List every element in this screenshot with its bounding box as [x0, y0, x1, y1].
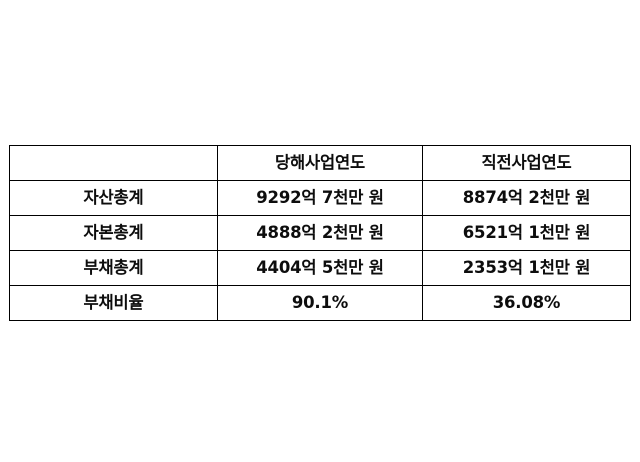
- row-label-debt-ratio: 부채비율: [9, 285, 218, 321]
- table-row: 부채총계 4404억 5천만 원 2353억 1천만 원: [9, 250, 631, 286]
- row-label-total-assets: 자산총계: [9, 180, 218, 216]
- row-label-total-capital: 자본총계: [9, 215, 218, 251]
- table-body: 자산총계 9292억 7천만 원 8874억 2천만 원 자본총계 4888억 …: [9, 180, 631, 321]
- cell-total-capital-previous-year: 6521억 1천만 원: [422, 215, 631, 251]
- column-header-current-year: 당해사업연도: [217, 145, 423, 181]
- table-row: 자본총계 4888억 2천만 원 6521억 1천만 원: [9, 215, 631, 251]
- table-header: 당해사업연도 직전사업연도: [9, 145, 631, 181]
- cell-total-assets-current-year: 9292억 7천만 원: [217, 180, 423, 216]
- financial-summary-table-container: 당해사업연도 직전사업연도 자산총계 9292억 7천만 원 8874억 2천만…: [9, 145, 631, 321]
- table-header-row: 당해사업연도 직전사업연도: [9, 145, 631, 181]
- column-header-previous-year: 직전사업연도: [422, 145, 631, 181]
- cell-total-liabilities-previous-year: 2353억 1천만 원: [422, 250, 631, 286]
- financial-summary-table: 당해사업연도 직전사업연도 자산총계 9292억 7천만 원 8874억 2천만…: [9, 145, 631, 321]
- table-row: 부채비율 90.1% 36.08%: [9, 285, 631, 321]
- cell-total-assets-previous-year: 8874억 2천만 원: [422, 180, 631, 216]
- table-corner-cell: [9, 145, 218, 181]
- row-label-total-liabilities: 부채총계: [9, 250, 218, 286]
- cell-debt-ratio-current-year: 90.1%: [217, 285, 423, 321]
- cell-total-liabilities-current-year: 4404억 5천만 원: [217, 250, 423, 286]
- table-row: 자산총계 9292억 7천만 원 8874억 2천만 원: [9, 180, 631, 216]
- cell-total-capital-current-year: 4888억 2천만 원: [217, 215, 423, 251]
- cell-debt-ratio-previous-year: 36.08%: [422, 285, 631, 321]
